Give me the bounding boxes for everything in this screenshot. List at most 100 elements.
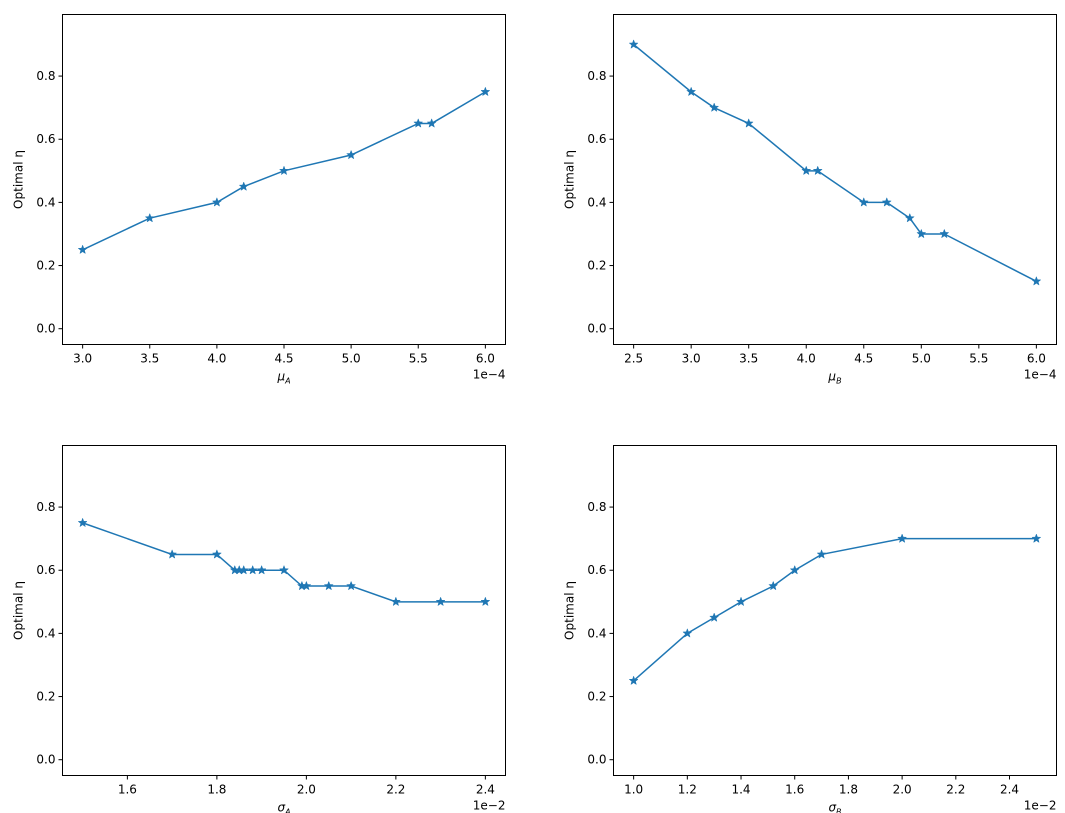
data-point-marker xyxy=(709,612,720,622)
data-point-marker xyxy=(904,212,915,223)
y-tick-label: 0.0 xyxy=(36,753,55,767)
x-offset-text: 1e−2 xyxy=(473,799,506,813)
chart-panel-3: 0.0 0.2 0.4 0.6 0.8 1.6 1.8 2.0 2.2 2.4 1e−2 σA Opti… xyxy=(12,445,506,813)
data-point-marker xyxy=(144,212,155,223)
data-point-marker xyxy=(278,564,290,575)
data-point-marker xyxy=(1031,533,1042,543)
x-tick-label: 6.0 xyxy=(1027,352,1046,366)
x-tick-label: 1.6 xyxy=(118,783,137,797)
data-point-marker xyxy=(211,549,222,559)
data-point-marker xyxy=(768,580,779,591)
data-point-marker xyxy=(916,228,927,239)
data-point-marker xyxy=(238,181,249,191)
series-line xyxy=(633,537,1037,682)
x-tick-label: 1.8 xyxy=(207,783,226,797)
x-tick-label: 5.0 xyxy=(342,352,361,366)
data-point-marker xyxy=(881,197,892,207)
data-point-marker xyxy=(628,39,639,49)
y-tick-label: 0.8 xyxy=(36,69,55,83)
data-point-marker xyxy=(801,165,812,176)
y-tick-label: 0.4 xyxy=(587,195,606,209)
x-tick-label: 4.0 xyxy=(797,352,816,366)
axes-frame xyxy=(62,445,506,776)
data-point-marker xyxy=(435,596,446,607)
x-tick-label: 1.0 xyxy=(624,783,643,797)
x-axis-label: μA xyxy=(276,370,290,386)
y-tick-label: 0.2 xyxy=(36,690,55,704)
data-point-marker xyxy=(812,165,823,176)
axes-frame xyxy=(62,14,506,345)
x-tick-label: 3.0 xyxy=(682,352,701,366)
x-tick-label: 3.0 xyxy=(73,352,92,366)
data-point-marker xyxy=(77,244,88,255)
data-point-marker xyxy=(743,118,754,128)
data-point-marker xyxy=(628,675,639,686)
chart-panel-1: 0.0 0.2 0.4 0.6 0.8 3.0 3.5 4.0 4.5 5.0 5.5 6.0 1e−4… xyxy=(12,14,506,386)
x-tick-label: 4.0 xyxy=(207,352,226,366)
data-point-marker xyxy=(1031,276,1042,286)
data-point-marker xyxy=(686,86,697,97)
data-point-marker xyxy=(323,580,334,591)
y-tick-label: 0.0 xyxy=(587,753,606,767)
x-tick-label: 6.0 xyxy=(476,352,495,366)
data-point-marker xyxy=(301,580,312,591)
y-tick-label: 0.4 xyxy=(36,195,55,209)
data-point-marker xyxy=(939,228,950,239)
data-point-marker xyxy=(816,549,827,559)
x-axis-label: μB xyxy=(827,370,841,386)
data-point-marker xyxy=(858,197,869,207)
y-tick-label: 0.2 xyxy=(587,259,606,273)
x-tick-label: 4.5 xyxy=(274,352,293,366)
y-tick-label: 0.6 xyxy=(587,132,606,146)
data-point-marker xyxy=(238,564,249,575)
x-tick-label: 2.0 xyxy=(893,783,912,797)
y-tick-label: 0.6 xyxy=(36,563,55,577)
data-point-marker xyxy=(247,564,258,575)
x-tick-label: 1.8 xyxy=(839,783,858,797)
data-point-marker xyxy=(480,86,491,97)
data-point-marker xyxy=(709,102,720,112)
y-tick-label: 0.8 xyxy=(36,500,55,514)
x-tick-label: 5.5 xyxy=(409,352,428,366)
x-tick-label: 3.5 xyxy=(140,352,159,366)
data-point-marker xyxy=(480,596,491,607)
x-tick-label: 4.5 xyxy=(854,352,873,366)
y-axis-label: Optimal η xyxy=(563,581,577,640)
x-tick-label: 1.2 xyxy=(678,783,697,797)
y-tick-label: 0.8 xyxy=(587,500,606,514)
data-point-marker xyxy=(167,549,178,559)
y-tick-label: 0.6 xyxy=(587,563,606,577)
data-point-marker xyxy=(735,596,747,607)
y-tick-label: 0.8 xyxy=(587,69,606,83)
data-point-marker xyxy=(897,533,908,543)
data-point-marker xyxy=(413,118,424,128)
x-tick-label: 2.2 xyxy=(946,783,965,797)
x-tick-label: 5.5 xyxy=(969,352,988,366)
x-tick-label: 2.5 xyxy=(624,352,643,366)
data-point-marker xyxy=(346,580,357,591)
y-axis-label: Optimal η xyxy=(12,581,26,640)
data-point-marker xyxy=(682,628,693,638)
data-point-marker xyxy=(256,564,267,575)
chart-panel-4: 0.0 0.2 0.4 0.6 0.8 1.0 1.2 1.4 1.6 1.8 2.0 2.2 2.4 1… xyxy=(563,445,1057,813)
x-offset-text: 1e−4 xyxy=(1024,368,1057,382)
data-point-marker xyxy=(789,564,800,575)
y-tick-label: 0.2 xyxy=(587,690,606,704)
y-tick-label: 0.4 xyxy=(36,626,55,640)
data-point-marker xyxy=(426,118,437,128)
y-axis-label: Optimal η xyxy=(12,150,26,209)
data-point-marker xyxy=(278,165,290,176)
data-point-marker xyxy=(390,596,401,607)
axes-frame xyxy=(613,14,1057,345)
data-point-marker xyxy=(77,517,88,528)
x-tick-label: 5.0 xyxy=(912,352,931,366)
x-tick-label: 3.5 xyxy=(739,352,758,366)
x-axis-label: σA xyxy=(277,801,290,813)
y-tick-label: 0.6 xyxy=(36,132,55,146)
x-axis-label: σB xyxy=(828,801,841,813)
y-tick-label: 0.2 xyxy=(36,259,55,273)
chart-panel-2: 0.0 0.2 0.4 0.6 0.8 2.5 3.0 3.5 4.0 4.5 5.0 5.5 6.0 1… xyxy=(563,14,1057,386)
data-point-marker xyxy=(346,149,357,160)
data-point-marker xyxy=(211,197,222,207)
